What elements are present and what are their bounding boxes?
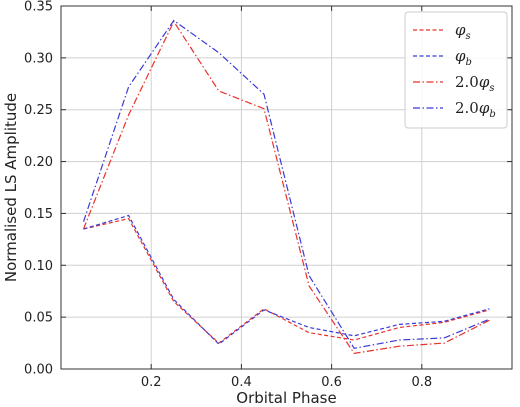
y-tick-label: 0.25 (24, 103, 53, 118)
y-tick-label: 0.30 (24, 51, 53, 66)
x-axis-label: Orbital Phase (236, 389, 336, 407)
series-line-3 (82, 20, 490, 355)
series-line-4 (82, 19, 490, 349)
y-axis-label: Normalised LS Amplitude (2, 93, 20, 282)
y-tick-label: 0.10 (24, 259, 53, 274)
y-tick-labels: 0.00 0.05 0.10 0.15 0.20 0.25 0.30 0.35 (24, 0, 53, 378)
y-tick-label: 0.05 (24, 311, 53, 326)
legend-entry-2: φb (455, 47, 472, 68)
plot-frame (60, 5, 513, 370)
y-tick-label: 0.00 (24, 363, 53, 378)
legend: φs φb 2.0φs 2.0φb (404, 11, 508, 129)
y-tick-label: 0.35 (24, 0, 53, 15)
x-tick-label: 0.2 (141, 375, 162, 390)
legend-entry-1: φs (455, 21, 471, 42)
y-tick-label: 0.15 (24, 207, 53, 222)
series-line-2 (83, 214, 490, 345)
x-tick-labels: 0.2 0.4 0.6 0.8 (141, 375, 432, 390)
legend-box (404, 11, 508, 129)
legend-entry-3: 2.0φs (455, 73, 495, 94)
series-lines (82, 19, 490, 355)
x-tick-label: 0.4 (231, 375, 252, 390)
series-line-1 (83, 217, 490, 344)
y-tick-label: 0.20 (24, 155, 53, 170)
legend-entry-4: 2.0φb (455, 99, 496, 120)
x-tick-label: 0.8 (411, 375, 432, 390)
x-tick-label: 0.6 (321, 375, 342, 390)
ticks (61, 5, 512, 370)
